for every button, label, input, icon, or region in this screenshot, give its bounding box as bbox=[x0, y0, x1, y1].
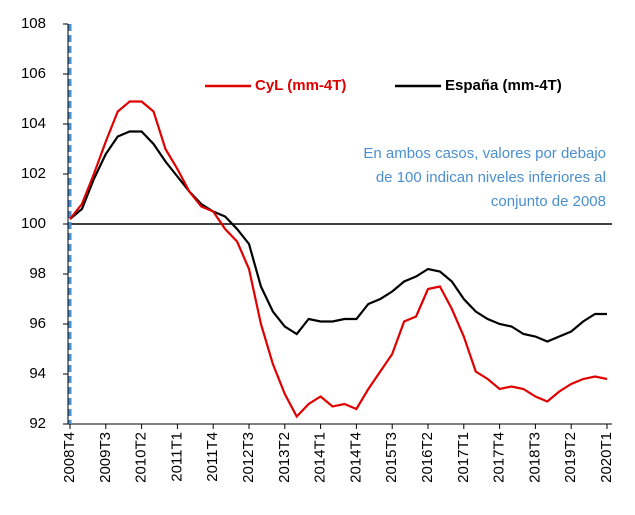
x-tick-label: 2011T4 bbox=[204, 432, 221, 482]
x-tick-label: 2017T1 bbox=[455, 432, 472, 483]
x-tick-label: 2016T2 bbox=[419, 432, 436, 483]
y-tick-label: 92 bbox=[29, 415, 46, 432]
x-tick-label: 2017T4 bbox=[491, 432, 508, 483]
annotation: En ambos casos, valores por debajo bbox=[363, 145, 606, 162]
legend-label: España (mm-4T) bbox=[445, 77, 562, 94]
x-tick-label: 2018T3 bbox=[526, 432, 543, 483]
x-tick-label: 2011T1 bbox=[168, 432, 185, 482]
annotation: de 100 indican niveles inferiores al bbox=[376, 169, 606, 186]
y-tick-label: 102 bbox=[21, 165, 46, 182]
y-tick-label: 108 bbox=[21, 15, 46, 32]
y-tick-label: 94 bbox=[29, 365, 46, 382]
x-tick-label: 2008T4 bbox=[61, 432, 78, 483]
x-tick-label: 2014T1 bbox=[312, 432, 329, 483]
y-tick-label: 96 bbox=[29, 315, 46, 332]
x-tick-label: 2010T2 bbox=[133, 432, 150, 483]
x-tick-label: 2013T2 bbox=[276, 432, 293, 483]
x-tick-label: 2015T3 bbox=[383, 432, 400, 483]
y-tick-label: 104 bbox=[21, 115, 46, 132]
series-line bbox=[69, 100, 608, 419]
x-tick-label: 2020T1 bbox=[598, 432, 615, 483]
x-tick-label: 2012T3 bbox=[240, 432, 257, 483]
x-tick-label: 2009T3 bbox=[97, 432, 114, 483]
y-tick-label: 98 bbox=[29, 265, 46, 282]
x-tick-label: 2014T4 bbox=[347, 432, 364, 483]
x-tick-label: 2019T2 bbox=[562, 432, 579, 483]
legend-label: CyL (mm-4T) bbox=[255, 77, 346, 94]
y-tick-label: 106 bbox=[21, 65, 46, 82]
y-tick-label: 100 bbox=[21, 215, 46, 232]
series-line bbox=[69, 130, 607, 343]
annotation: conjunto de 2008 bbox=[491, 193, 606, 210]
